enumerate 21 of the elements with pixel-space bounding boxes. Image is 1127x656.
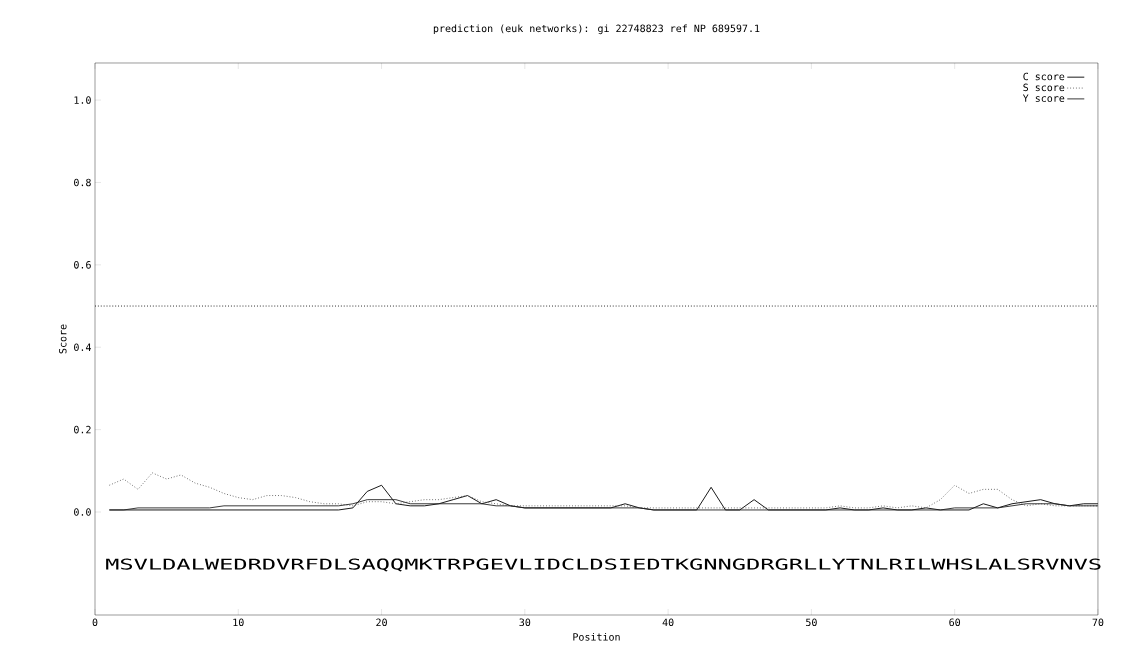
x-tick-label: 70 (1092, 618, 1104, 627)
x-tick-label: 10 (233, 618, 244, 627)
x-tick-label: 60 (949, 618, 961, 627)
y-tick-label: 0.2 (74, 425, 91, 434)
y-tick-label: 0.8 (74, 178, 91, 187)
x-tick-label: 0 (92, 618, 98, 627)
annotation: MSVLDALWEDRDVRFDLSAQQMKTRPGEVLIDCLDSIEDTKGNNGDRGRLLYTNLRILWHSLALSRVNVS (106, 558, 1101, 572)
x-tick-label: 50 (806, 618, 817, 627)
x-axis-title: Position (573, 632, 620, 641)
x-tick-label: 20 (376, 618, 387, 627)
y-tick-label: 0.4 (74, 343, 91, 352)
chart-title: prediction (euk networks): gi 22748823 ref NP 689597.1 (433, 24, 760, 35)
y-tick-label: 1.0 (74, 96, 91, 104)
legend-label: S score (1023, 83, 1065, 92)
y-axis-title: Score (58, 324, 67, 354)
legend-label: Y score (1022, 94, 1065, 102)
x-tick-label: 30 (519, 618, 531, 627)
x-tick-label: 40 (662, 618, 674, 627)
legend-label: C score (1023, 72, 1065, 81)
y-tick-label: 0.0 (74, 508, 91, 516)
y-tick-label: 0.6 (74, 261, 91, 269)
